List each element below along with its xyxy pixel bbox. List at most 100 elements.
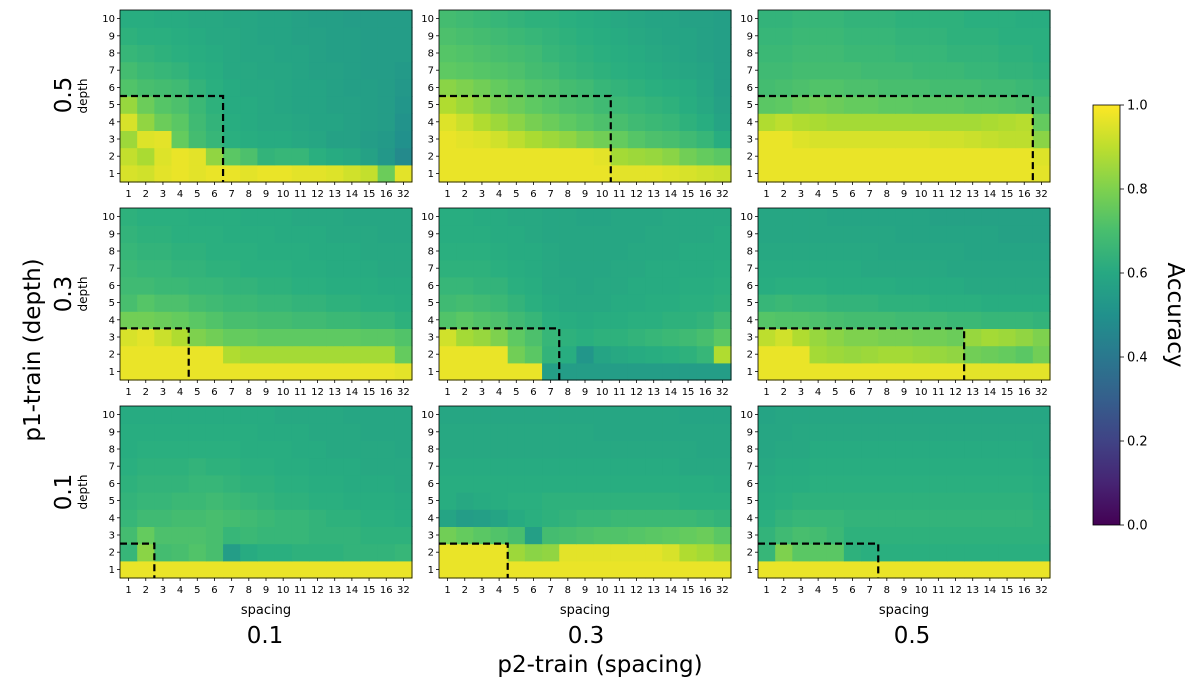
heatmap-cell — [1032, 440, 1051, 459]
heatmap-cell — [490, 27, 509, 45]
x-tick-label: 14 — [984, 189, 997, 200]
heatmap-cell — [439, 440, 457, 459]
heatmap-cell — [878, 345, 897, 364]
heatmap-cell — [645, 294, 663, 312]
heatmap-cell — [679, 423, 698, 441]
heatmap-cell — [645, 311, 663, 329]
heatmap-cell — [137, 27, 155, 45]
heatmap-cell — [775, 294, 793, 312]
y-tick-label: 4 — [428, 513, 434, 524]
heatmap-cell — [456, 362, 474, 381]
heatmap-cell — [679, 543, 698, 562]
heatmap-cell — [679, 406, 698, 424]
heatmap-cell — [861, 61, 879, 80]
x-tick-label: 8 — [884, 189, 890, 200]
heatmap-cell — [490, 406, 509, 424]
heatmap-cell — [929, 311, 948, 329]
heatmap-cell — [291, 440, 310, 459]
heatmap-cell — [326, 96, 344, 114]
heatmap-cell — [713, 345, 732, 364]
heatmap-cell — [1032, 328, 1051, 347]
heatmap-cell — [439, 61, 457, 80]
heatmap-cell — [490, 259, 509, 278]
heatmap-cell — [524, 311, 543, 329]
heatmap-cell — [154, 113, 173, 131]
heatmap-cell — [223, 311, 241, 329]
col-group-value-1: 0.3 — [568, 623, 605, 649]
heatmap-cell — [981, 328, 1000, 347]
heatmap-cell — [696, 492, 715, 510]
heatmap-cell — [645, 276, 663, 295]
heatmap-cell — [843, 242, 862, 261]
y-tick-label: 8 — [747, 445, 753, 456]
heatmap-cell — [946, 474, 965, 493]
heatmap-cell — [593, 526, 612, 545]
heatmap-cell — [843, 492, 862, 510]
heatmap-cell — [713, 61, 732, 80]
heatmap-cell — [274, 276, 293, 295]
heatmap-cell — [1032, 294, 1051, 312]
training-region-boundary — [758, 94, 1034, 182]
heatmap-cell — [326, 560, 344, 579]
heatmap-cell — [490, 526, 509, 545]
heatmap-cell — [507, 276, 526, 295]
y-tick-label: 7 — [109, 462, 115, 473]
heatmap-cell — [524, 61, 543, 80]
heatmap-cell — [137, 242, 155, 261]
heatmap-cell — [679, 509, 698, 527]
heatmap-cell — [154, 147, 173, 166]
heatmap-cell — [188, 474, 207, 493]
heatmap-cell — [981, 345, 1000, 364]
x-tick-label: 3 — [479, 189, 485, 200]
heatmap-cell — [507, 208, 526, 226]
heatmap-cell — [524, 225, 543, 243]
heatmap-cell — [1015, 242, 1034, 261]
heatmap-cell — [223, 457, 241, 476]
heatmap-cell — [576, 526, 595, 545]
heatmap-cell — [964, 362, 982, 381]
heatmap-cell — [154, 440, 173, 459]
heatmap-cell — [895, 294, 914, 312]
heatmap-cell — [137, 96, 155, 114]
x-tick-label: 4 — [496, 585, 502, 596]
heatmap-cell — [473, 225, 492, 243]
heatmap-cell — [758, 345, 776, 364]
heatmap-cell — [205, 457, 224, 476]
heatmap-cell — [696, 96, 715, 114]
heatmap-cell — [998, 242, 1017, 261]
heatmap-cell — [490, 328, 509, 347]
y-tick-label: 4 — [428, 117, 434, 128]
heatmap-cell — [171, 164, 190, 183]
heatmap-cell — [809, 242, 828, 261]
y-tick-label: 3 — [747, 135, 753, 146]
heatmap-cell — [1015, 457, 1034, 476]
heatmap-cell — [792, 147, 811, 166]
heatmap-cell — [610, 543, 629, 562]
heatmap-cell — [758, 225, 776, 243]
heatmap-cell — [223, 423, 241, 441]
heatmap-cell — [981, 474, 1000, 493]
heatmap-cell — [559, 560, 578, 579]
heatmap-cell — [662, 164, 681, 183]
colorbar-tick-label: 0.0 — [1127, 519, 1148, 534]
heatmap-cell — [524, 423, 543, 441]
heatmap-cell — [274, 96, 293, 114]
heatmap-cell — [326, 130, 344, 149]
heatmap-cell — [593, 164, 612, 183]
heatmap-cell — [713, 526, 732, 545]
x-tick-label: 6 — [530, 189, 536, 200]
heatmap-cell — [679, 276, 698, 295]
heatmap-cell — [878, 147, 897, 166]
heatmap-cell — [394, 164, 413, 183]
heatmap-cell — [593, 96, 612, 114]
heatmap-cell — [439, 147, 457, 166]
heatmap-cell — [439, 44, 457, 63]
heatmap-cell — [843, 27, 862, 45]
heatmap-cell — [929, 78, 948, 97]
heatmap-cell — [610, 440, 629, 459]
heatmap-cell — [240, 44, 259, 63]
y-tick-label: 5 — [747, 496, 753, 507]
y-tick-label: 1 — [109, 169, 115, 180]
heatmap-cell — [456, 543, 474, 562]
heatmap-cell — [343, 27, 362, 45]
